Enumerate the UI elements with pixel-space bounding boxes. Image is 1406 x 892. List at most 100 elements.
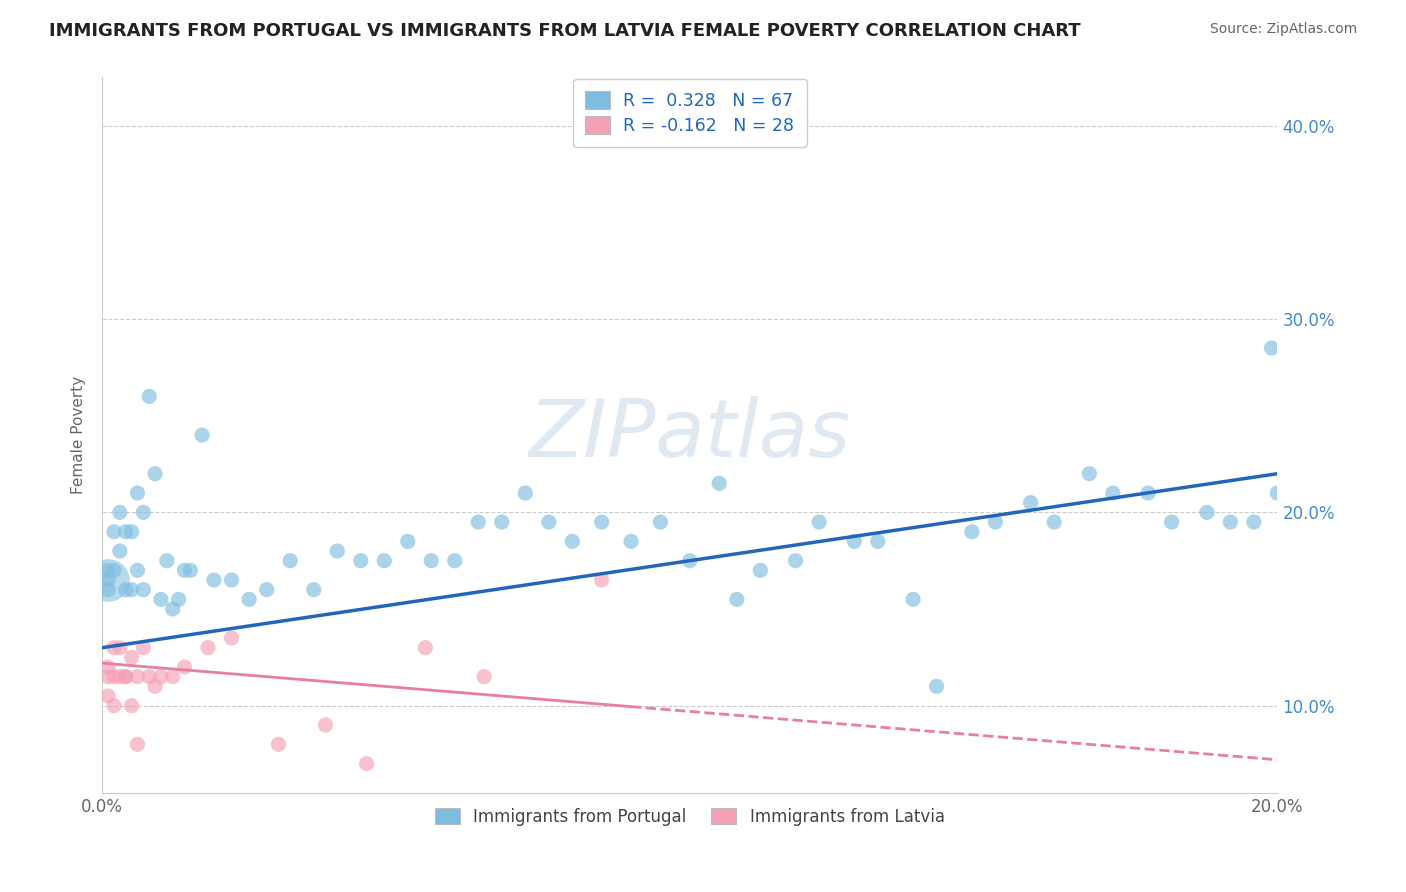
Point [149,670,172,684]
Point [132,640,155,655]
Point [132,582,155,597]
Point [97,573,120,587]
Point [350,554,373,568]
Point [256,582,278,597]
Point [143,679,166,693]
Point [725,592,748,607]
Point [1219,515,1241,529]
Point [127,737,149,751]
Point [108,640,131,655]
Point [415,640,437,655]
Text: Source: ZipAtlas.com: Source: ZipAtlas.com [1209,22,1357,37]
Point [443,554,465,568]
Point [121,650,143,665]
Point [121,524,143,539]
Point [467,515,489,529]
Point [650,515,672,529]
Point [515,486,537,500]
Point [114,670,136,684]
Point [191,428,214,442]
Point [844,534,866,549]
Point [472,670,495,684]
Point [162,602,184,616]
Point [156,554,179,568]
Y-axis label: Female Poverty: Female Poverty [72,376,86,494]
Point [326,544,349,558]
Point [103,670,125,684]
Point [1078,467,1101,481]
Point [97,670,120,684]
Point [1160,515,1182,529]
Point [121,582,143,597]
Point [679,554,702,568]
Point [1267,486,1289,500]
Point [97,660,120,674]
Point [138,389,160,403]
Point [591,515,613,529]
Point [97,689,120,703]
Point [591,573,613,587]
Point [901,592,924,607]
Point [173,660,195,674]
Point [108,505,131,519]
Point [1195,505,1218,519]
Point [984,515,1007,529]
Point [420,554,443,568]
Point [138,670,160,684]
Point [197,640,219,655]
Text: ZIPatlas: ZIPatlas [529,396,851,474]
Point [103,640,125,655]
Point [114,524,136,539]
Point [108,670,131,684]
Point [238,592,260,607]
Point [97,582,120,597]
Point [179,563,201,577]
Point [132,505,155,519]
Point [315,718,337,732]
Point [221,573,243,587]
Point [1043,515,1066,529]
Point [925,679,948,693]
Point [537,515,560,529]
Point [103,563,125,577]
Point [302,582,325,597]
Point [173,563,195,577]
Point [267,737,290,751]
Point [866,534,889,549]
Text: IMMIGRANTS FROM PORTUGAL VS IMMIGRANTS FROM LATVIA FEMALE POVERTY CORRELATION CH: IMMIGRANTS FROM PORTUGAL VS IMMIGRANTS F… [49,22,1081,40]
Point [356,756,378,771]
Point [149,592,172,607]
Point [808,515,831,529]
Point [103,524,125,539]
Point [108,544,131,558]
Point [960,524,983,539]
Point [278,554,301,568]
Point [749,563,772,577]
Point [1019,496,1042,510]
Point [620,534,643,549]
Point [1137,486,1160,500]
Point [221,631,243,645]
Point [561,534,583,549]
Point [1243,515,1265,529]
Point [1102,486,1125,500]
Point [396,534,419,549]
Point [785,554,807,568]
Legend: Immigrants from Portugal, Immigrants from Latvia: Immigrants from Portugal, Immigrants fro… [426,800,953,834]
Point [167,592,190,607]
Point [1260,341,1282,355]
Point [143,467,166,481]
Point [97,573,120,587]
Point [162,670,184,684]
Point [127,670,149,684]
Point [97,563,120,577]
Point [709,476,731,491]
Point [114,582,136,597]
Point [127,486,149,500]
Point [491,515,513,529]
Point [121,698,143,713]
Point [103,698,125,713]
Point [127,563,149,577]
Point [202,573,225,587]
Point [373,554,395,568]
